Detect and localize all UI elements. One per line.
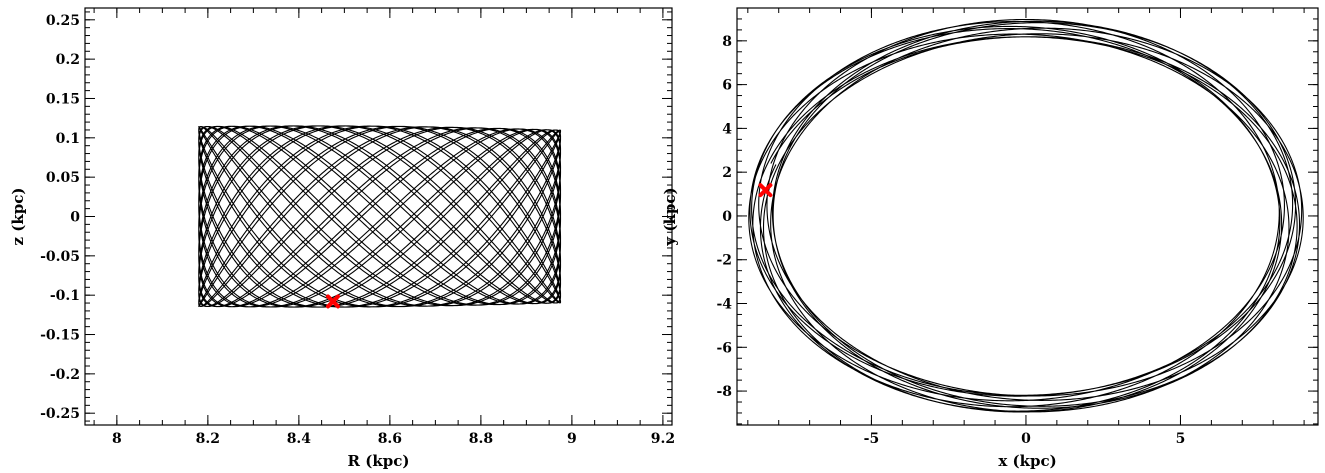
y-tick-label: -2 [716, 253, 732, 269]
y-tick-label: 0 [722, 209, 732, 225]
x-tick-label: 5 [1176, 431, 1186, 447]
xy-tick-labels: -5 0 5 8 6 4 2 0 -2 -4 -6 -8 [716, 34, 1185, 447]
y-tick-label: 0.05 [46, 170, 80, 186]
y-tick-label: -8 [716, 384, 732, 400]
y-tick-label: 8 [722, 34, 732, 50]
rz-x-axis-label: R (kpc) [348, 452, 410, 470]
x-tick-label: -5 [864, 431, 880, 447]
y-tick-label: 0.15 [46, 91, 80, 107]
y-tick-label: -0.25 [40, 406, 80, 422]
marker-x [758, 183, 773, 198]
y-tick-label: 0.25 [46, 13, 80, 29]
x-tick-label: 8.8 [469, 431, 493, 447]
y-tick-label: -0.05 [40, 249, 80, 265]
marker-x [325, 294, 340, 309]
y-tick-label: -6 [716, 340, 732, 356]
y-tick-label: 6 [722, 78, 732, 94]
rz-orbit-path [198, 125, 562, 308]
y-tick-label: 0.2 [56, 52, 80, 68]
rz-plot-frame [84, 7, 673, 426]
x-tick-label: 9.2 [651, 431, 675, 447]
x-tick-label: 8.2 [196, 431, 220, 447]
y-tick-label: -4 [716, 297, 732, 313]
xy-y-axis-label: y (kpc) [661, 187, 679, 246]
y-tick-label: 0 [70, 210, 80, 226]
y-tick-label: 4 [722, 121, 732, 137]
y-tick-label: 2 [722, 165, 732, 181]
x-tick-label: 8.6 [378, 431, 402, 447]
x-tick-label: 0 [1021, 431, 1031, 447]
rz-tick-labels: 8 8.2 8.4 8.6 8.8 9 9.2 0.25 0.2 0.15 0.1 0.05 0 -0.0… [40, 13, 675, 447]
xy-orbit-path [748, 18, 1304, 413]
rz-axis-ticks [85, 8, 672, 425]
x-tick-label: 8.4 [287, 431, 312, 447]
y-tick-label: -0.1 [50, 288, 80, 304]
xy-x-axis-label: x (kpc) [998, 452, 1056, 470]
rz-y-axis-label: z (kpc) [9, 188, 27, 246]
xy-orbit-curve [748, 18, 1304, 413]
xy-plot-frame [736, 7, 1319, 426]
y-tick-label: 0.1 [56, 131, 80, 147]
rz-orbit-panel: 8 8.2 8.4 8.6 8.8 9 9.2 0.25 0.2 0.15 0.1 0.05 0 -0.0… [9, 7, 675, 470]
xy-current-position-marker [758, 183, 773, 198]
x-tick-label: 8 [112, 431, 122, 447]
x-tick-label: 9 [567, 431, 577, 447]
xy-axis-ticks [737, 7, 1318, 425]
rz-orbit-curve [198, 125, 562, 308]
y-tick-label: -0.2 [50, 367, 80, 383]
y-tick-label: -0.15 [40, 328, 80, 344]
xy-orbit-panel: -5 0 5 8 6 4 2 0 -2 -4 -6 -8 x (kpc) y (kpc) [661, 7, 1319, 470]
rz-current-position-marker [325, 294, 340, 309]
